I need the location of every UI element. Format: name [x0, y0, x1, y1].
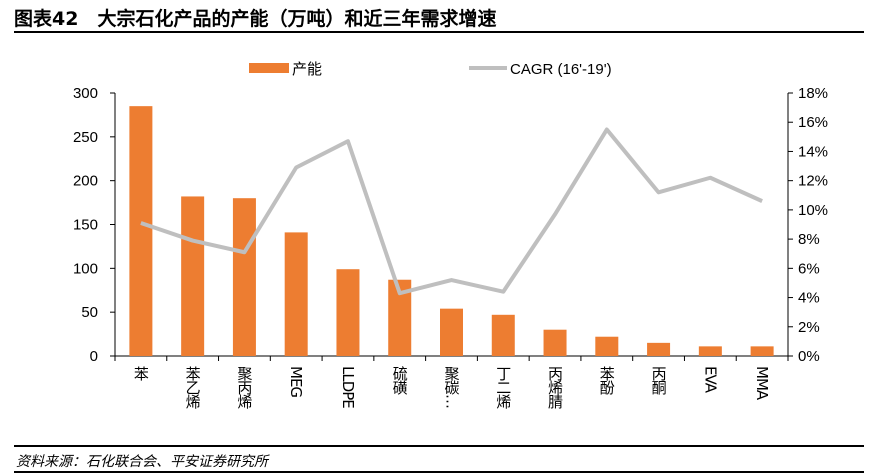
x-label: 硫磺: [390, 366, 409, 394]
bar-硫磺: [388, 279, 412, 356]
bar-苯乙烯: [181, 196, 205, 356]
footer-rule-top: [14, 445, 864, 447]
x-label: LLDPE: [338, 366, 357, 408]
left-tick-label: 100: [73, 260, 98, 277]
x-label: EVA: [701, 366, 720, 393]
left-tick-label: 150: [73, 217, 98, 234]
right-tick-label: 10%: [798, 202, 828, 219]
title-rule: [14, 31, 864, 33]
left-tick-label: 300: [73, 85, 98, 102]
left-tick-label: 250: [73, 129, 98, 146]
left-tick-label: 0: [90, 348, 98, 365]
bar-丙酮: [647, 342, 671, 356]
x-label: 苯乙烯: [183, 366, 202, 408]
right-tick-label: 16%: [798, 114, 828, 131]
bar-丙烯腈: [543, 329, 567, 356]
legend-bar-label: 产能: [292, 61, 322, 78]
x-label: 丙酮: [649, 366, 668, 394]
left-tick-label: 200: [73, 173, 98, 190]
bar-苯: [129, 106, 153, 357]
right-tick-label: 18%: [798, 85, 828, 102]
bar-丁二烯: [491, 314, 515, 356]
legend-bar-swatch: [249, 63, 289, 73]
x-label: MEG: [287, 366, 306, 398]
right-tick-label: 14%: [798, 143, 828, 160]
x-label: 聚碳…: [442, 366, 461, 408]
x-label: 丙烯腈: [546, 366, 565, 408]
x-label: 聚丙烯: [235, 366, 254, 408]
bar-MEG: [284, 232, 308, 356]
bar-EVA: [698, 346, 722, 356]
right-tick-label: 0%: [798, 348, 820, 365]
chart-title: 图表42 大宗石化产品的产能（万吨）和近三年需求增速: [14, 8, 497, 30]
x-label: 苯: [131, 366, 150, 380]
bar-聚碳…: [440, 308, 463, 356]
source-note: 资料来源：石化联合会、平安证券研究所: [16, 454, 268, 470]
bar-聚丙烯: [232, 198, 256, 356]
right-tick-label: 12%: [798, 173, 828, 190]
right-tick-label: 2%: [798, 319, 820, 336]
x-label: 苯酚: [597, 366, 616, 394]
footer-rule-bottom: [14, 471, 864, 473]
bar-LLDPE: [336, 269, 360, 356]
bar-苯酚: [595, 336, 619, 356]
bar-MMA: [750, 346, 774, 356]
x-label: MMA: [753, 366, 772, 400]
x-label: 丁二烯: [494, 366, 513, 408]
right-tick-label: 6%: [798, 260, 820, 277]
left-tick-label: 50: [81, 304, 98, 321]
right-tick-label: 8%: [798, 231, 820, 248]
legend-line-label: CAGR (16'-19'): [510, 61, 612, 78]
right-tick-label: 4%: [798, 290, 820, 307]
